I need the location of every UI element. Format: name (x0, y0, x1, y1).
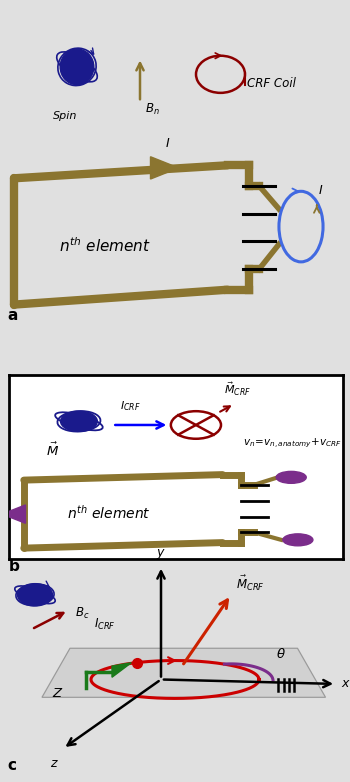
Text: a: a (7, 308, 18, 323)
Polygon shape (112, 663, 131, 677)
Circle shape (61, 411, 97, 432)
Text: $I_{CRF}$: $I_{CRF}$ (120, 400, 141, 413)
Polygon shape (42, 648, 326, 698)
Circle shape (18, 583, 52, 606)
Text: $\vec{M}$: $\vec{M}$ (46, 442, 59, 459)
Text: $\theta$: $\theta$ (276, 647, 286, 662)
Circle shape (60, 49, 94, 84)
Text: $\vec{M}_{CRF}$: $\vec{M}_{CRF}$ (224, 381, 251, 399)
Ellipse shape (276, 472, 306, 483)
Text: $z$: $z$ (50, 758, 59, 770)
Text: $n^{th}$ element: $n^{th}$ element (67, 504, 151, 522)
Text: $v_n\!=\!v_{n,anatomy}\!+\!v_{CRF}$: $v_n\!=\!v_{n,anatomy}\!+\!v_{CRF}$ (243, 436, 342, 450)
Text: $I_{CRF}$: $I_{CRF}$ (94, 617, 116, 633)
Text: c: c (7, 758, 16, 773)
Text: $B_n$: $B_n$ (145, 102, 160, 117)
Polygon shape (2, 505, 26, 523)
Text: $y$: $y$ (156, 547, 166, 561)
Text: $x$: $x$ (341, 677, 350, 691)
Text: $I$: $I$ (165, 138, 171, 150)
Ellipse shape (283, 534, 313, 546)
Text: $B_c$: $B_c$ (75, 606, 90, 621)
Text: $\vec{M}_{CRF}$: $\vec{M}_{CRF}$ (236, 574, 265, 594)
Text: b: b (9, 559, 20, 574)
Text: $I$: $I$ (317, 184, 323, 197)
Text: CRF Coil: CRF Coil (247, 77, 296, 90)
Text: Spin: Spin (52, 111, 77, 121)
Text: $Z$: $Z$ (52, 687, 64, 701)
Text: $n^{th}$ element: $n^{th}$ element (59, 236, 151, 254)
Polygon shape (150, 156, 178, 179)
